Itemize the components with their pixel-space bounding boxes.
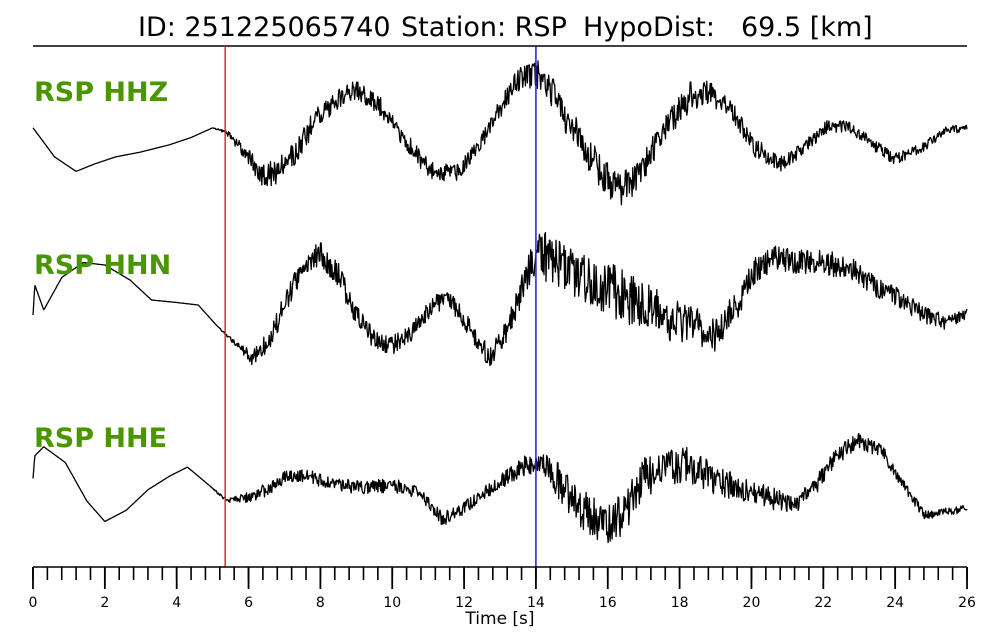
- x-tick-label: 6: [244, 595, 253, 611]
- channel-label: RSP HHN: [34, 250, 171, 281]
- station-title: Station: RSP: [401, 12, 567, 43]
- channel-label: RSP HHZ: [34, 77, 168, 108]
- x-tick-label: 2: [100, 595, 109, 611]
- traces-group: [32, 60, 968, 544]
- x-tick-label: 18: [671, 595, 689, 611]
- x-tick-label: 14: [527, 595, 545, 611]
- x-tick-label: 16: [599, 595, 617, 611]
- hypodist-value: 69.5 [km]: [741, 12, 873, 43]
- x-tick-label: 24: [886, 595, 904, 611]
- event-id-title: ID: 251225065740: [138, 12, 391, 43]
- phase-picks: [224, 46, 537, 567]
- x-tick-label: 26: [958, 595, 976, 611]
- trace-rsp-hhz: [32, 60, 968, 206]
- channel-label: RSP HHE: [34, 423, 167, 454]
- x-tick-label: 10: [383, 595, 401, 611]
- x-tick-label: 0: [29, 595, 38, 611]
- trace-rsp-hhe: [32, 433, 968, 544]
- x-tick-label: 8: [316, 595, 325, 611]
- trace-rsp-hhn: [32, 231, 968, 367]
- x-tick-label: 4: [172, 595, 181, 611]
- x-tick-label: 12: [455, 595, 473, 611]
- x-axis-label: Time [s]: [464, 609, 534, 629]
- hypodist-title: HypoDist:: [583, 12, 715, 43]
- x-tick-label: 22: [814, 595, 832, 611]
- x-tick-label: 20: [743, 595, 761, 611]
- channel-labels: RSP HHZ RSP HHN RSP HHE: [34, 77, 171, 454]
